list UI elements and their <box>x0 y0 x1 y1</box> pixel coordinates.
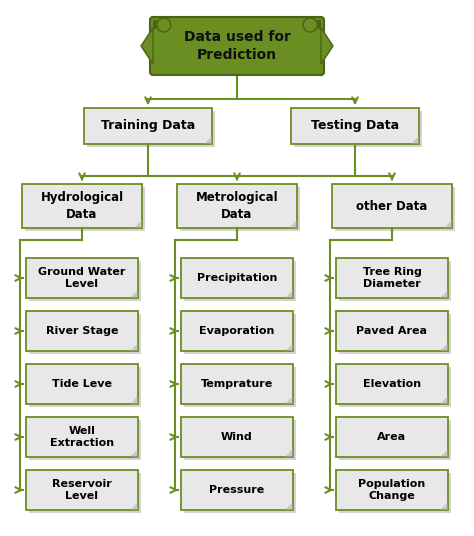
FancyBboxPatch shape <box>29 314 141 354</box>
Polygon shape <box>440 290 448 298</box>
Polygon shape <box>411 136 419 144</box>
Polygon shape <box>285 343 293 351</box>
FancyBboxPatch shape <box>336 470 448 510</box>
FancyBboxPatch shape <box>336 364 448 404</box>
Text: Wind: Wind <box>221 432 253 442</box>
Circle shape <box>303 18 317 32</box>
FancyBboxPatch shape <box>181 311 293 351</box>
FancyBboxPatch shape <box>26 258 138 298</box>
FancyBboxPatch shape <box>181 364 293 404</box>
Text: Elevation: Elevation <box>363 379 421 389</box>
Polygon shape <box>440 396 448 404</box>
Text: Testing Data: Testing Data <box>311 120 399 132</box>
FancyBboxPatch shape <box>181 470 293 510</box>
FancyBboxPatch shape <box>25 187 145 231</box>
Polygon shape <box>130 290 138 298</box>
FancyBboxPatch shape <box>26 417 138 457</box>
Text: Ground Water
Level: Ground Water Level <box>38 266 126 289</box>
FancyBboxPatch shape <box>339 420 451 460</box>
FancyBboxPatch shape <box>336 258 448 298</box>
FancyBboxPatch shape <box>332 184 452 228</box>
FancyBboxPatch shape <box>336 417 448 457</box>
FancyBboxPatch shape <box>29 261 141 301</box>
Text: Paved Area: Paved Area <box>356 326 428 336</box>
Text: Tree Ring
Diameter: Tree Ring Diameter <box>363 266 421 289</box>
FancyBboxPatch shape <box>26 311 138 351</box>
Polygon shape <box>303 20 321 30</box>
Text: Metrological
Data: Metrological Data <box>196 191 278 221</box>
FancyBboxPatch shape <box>26 470 138 510</box>
FancyBboxPatch shape <box>26 364 138 404</box>
FancyBboxPatch shape <box>294 111 422 147</box>
Polygon shape <box>130 396 138 404</box>
Polygon shape <box>130 449 138 457</box>
Polygon shape <box>141 28 153 64</box>
Text: Pressure: Pressure <box>210 485 264 495</box>
Text: Data used for
Prediction: Data used for Prediction <box>183 30 291 62</box>
FancyBboxPatch shape <box>339 473 451 513</box>
Text: Area: Area <box>377 432 407 442</box>
Polygon shape <box>321 28 333 64</box>
Polygon shape <box>134 220 142 228</box>
Text: Training Data: Training Data <box>101 120 195 132</box>
FancyBboxPatch shape <box>184 314 296 354</box>
Polygon shape <box>204 136 212 144</box>
FancyBboxPatch shape <box>29 367 141 407</box>
FancyBboxPatch shape <box>84 108 212 144</box>
Text: Evaporation: Evaporation <box>199 326 275 336</box>
Circle shape <box>157 18 171 32</box>
FancyBboxPatch shape <box>29 420 141 460</box>
Polygon shape <box>130 343 138 351</box>
Polygon shape <box>440 449 448 457</box>
Polygon shape <box>153 20 171 30</box>
FancyBboxPatch shape <box>335 187 455 231</box>
Text: Temprature: Temprature <box>201 379 273 389</box>
Polygon shape <box>130 502 138 510</box>
Polygon shape <box>285 502 293 510</box>
Polygon shape <box>285 290 293 298</box>
FancyBboxPatch shape <box>339 367 451 407</box>
FancyBboxPatch shape <box>339 314 451 354</box>
FancyBboxPatch shape <box>150 17 324 75</box>
Text: River Stage: River Stage <box>46 326 118 336</box>
Text: other Data: other Data <box>356 199 428 212</box>
FancyBboxPatch shape <box>181 258 293 298</box>
Polygon shape <box>289 220 297 228</box>
FancyBboxPatch shape <box>29 473 141 513</box>
FancyBboxPatch shape <box>180 187 300 231</box>
FancyBboxPatch shape <box>181 417 293 457</box>
FancyBboxPatch shape <box>184 261 296 301</box>
Text: Population
Change: Population Change <box>358 479 426 501</box>
FancyBboxPatch shape <box>87 111 215 147</box>
Text: Well
Extraction: Well Extraction <box>50 426 114 449</box>
FancyBboxPatch shape <box>22 184 142 228</box>
Polygon shape <box>440 502 448 510</box>
FancyBboxPatch shape <box>184 473 296 513</box>
Text: Hydrological
Data: Hydrological Data <box>40 191 124 221</box>
FancyBboxPatch shape <box>291 108 419 144</box>
FancyBboxPatch shape <box>184 367 296 407</box>
Polygon shape <box>440 343 448 351</box>
Text: Precipitation: Precipitation <box>197 273 277 283</box>
FancyBboxPatch shape <box>184 420 296 460</box>
FancyBboxPatch shape <box>339 261 451 301</box>
Text: Reservoir
Level: Reservoir Level <box>52 479 112 501</box>
Polygon shape <box>444 220 452 228</box>
FancyBboxPatch shape <box>336 311 448 351</box>
Polygon shape <box>285 449 293 457</box>
FancyBboxPatch shape <box>177 184 297 228</box>
Text: Tide Leve: Tide Leve <box>52 379 112 389</box>
Polygon shape <box>285 396 293 404</box>
